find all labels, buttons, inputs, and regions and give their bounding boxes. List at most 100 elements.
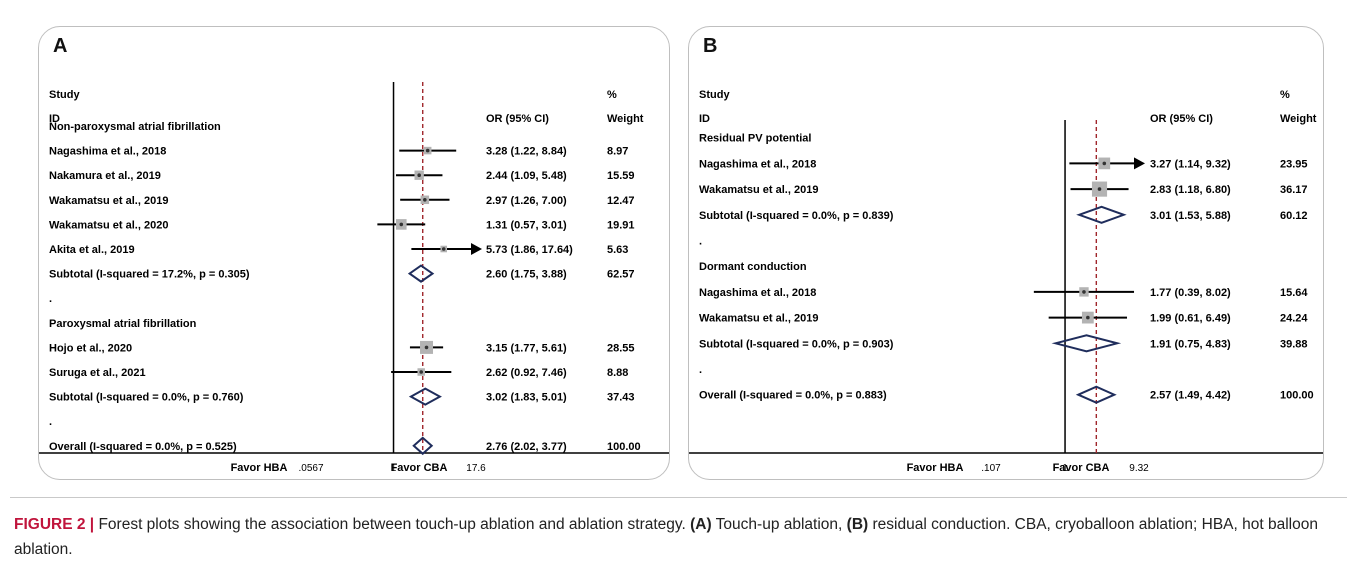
weight-value: 12.47 bbox=[607, 195, 635, 207]
caption-divider bbox=[10, 497, 1347, 498]
dot-label: . bbox=[49, 293, 52, 305]
favor-left-label: Favor HBA bbox=[231, 462, 288, 474]
point-estimate bbox=[424, 345, 429, 350]
or-ci-value: 2.57 (1.49, 4.42) bbox=[1150, 390, 1231, 402]
study-label: Nagashima et al., 2018 bbox=[699, 158, 816, 170]
figure-caption: FIGURE 2 | Forest plots showing the asso… bbox=[14, 512, 1334, 562]
forest-plot-panel-a: A Study% ID OR (95% CI) Weight Non-paroxysma… bbox=[38, 26, 670, 480]
subtotal-label: Subtotal (I-squared = 17.2%, p = 0.305) bbox=[49, 269, 250, 281]
weight-value: 36.17 bbox=[1280, 184, 1308, 196]
header-or-ci: OR (95% CI) bbox=[486, 113, 549, 125]
study-label: Wakamatsu et al., 2020 bbox=[49, 219, 168, 231]
study-label: Hojo et al., 2020 bbox=[49, 342, 132, 354]
header-weight: Weight bbox=[607, 113, 644, 125]
panel-label-a: A bbox=[53, 35, 68, 57]
study-label: Nakamura et al., 2019 bbox=[49, 170, 161, 182]
subtotal-label: Overall (I-squared = 0.0%, p = 0.525) bbox=[49, 441, 237, 453]
favor-left-label: Favor HBA bbox=[907, 462, 964, 474]
weight-value: 8.88 bbox=[607, 367, 628, 379]
summary-diamond bbox=[407, 264, 435, 283]
study-label: Wakamatsu et al., 2019 bbox=[699, 184, 818, 196]
point-estimate bbox=[441, 247, 446, 251]
weight-value: 19.91 bbox=[607, 219, 635, 231]
point-estimate bbox=[423, 198, 427, 202]
subtotal-label: Subtotal (I-squared = 0.0%, p = 0.760) bbox=[49, 392, 244, 404]
study-label: Nagashima et al., 2018 bbox=[699, 287, 816, 299]
or-ci-value: 1.99 (0.61, 6.49) bbox=[1150, 313, 1231, 325]
or-ci-value: 1.31 (0.57, 3.01) bbox=[486, 219, 567, 231]
forest-plot-b-svg: Study % ID OR (95% CI) Weight Residual PV pot… bbox=[689, 89, 1323, 474]
dot-label: . bbox=[699, 364, 702, 376]
group-label: Non-paroxysmal atrial fibrillation bbox=[49, 121, 221, 133]
weight-value: 15.64 bbox=[1280, 287, 1308, 299]
caption-text-1: Forest plots showing the association bet… bbox=[94, 516, 691, 533]
header-or-ci: OR (95% CI) bbox=[1150, 113, 1213, 125]
or-ci-value: 2.83 (1.18, 6.80) bbox=[1150, 184, 1231, 196]
weight-value: 60.12 bbox=[1280, 210, 1308, 222]
point-estimate bbox=[1097, 187, 1102, 191]
figure-label: FIGURE 2 | bbox=[14, 516, 95, 533]
forest-plot-panel-b: B Study% ID OR (95% CI) Weight Residual PV p… bbox=[688, 26, 1324, 480]
header-id: ID bbox=[699, 113, 710, 125]
weight-value: 23.95 bbox=[1280, 158, 1308, 170]
header-study: Study bbox=[49, 89, 80, 101]
caption-text-3: residual conduction. CBA, cryoballoon ab… bbox=[14, 516, 1318, 558]
axis-tick-label: 1 bbox=[391, 463, 397, 474]
or-ci-value: 3.27 (1.14, 9.32) bbox=[1150, 158, 1231, 170]
weight-value: 24.24 bbox=[1280, 313, 1308, 325]
point-estimate bbox=[425, 148, 430, 153]
header-percent: % bbox=[1280, 89, 1290, 101]
study-label: Wakamatsu et al., 2019 bbox=[49, 195, 168, 207]
summary-diamond bbox=[1075, 385, 1117, 404]
weight-value: 100.00 bbox=[607, 441, 641, 453]
axis-tick-label: 9.32 bbox=[1129, 463, 1149, 474]
axis-tick-label: 1 bbox=[1062, 463, 1068, 474]
caption-panel-a-ref: (A) bbox=[690, 516, 712, 533]
or-ci-value: 2.62 (0.92, 7.46) bbox=[486, 367, 567, 379]
summary-diamond bbox=[1076, 205, 1127, 224]
weight-value: 62.57 bbox=[607, 269, 635, 281]
point-estimate bbox=[399, 222, 404, 227]
or-ci-value: 1.77 (0.39, 8.02) bbox=[1150, 287, 1231, 299]
header-study: Study bbox=[699, 89, 730, 101]
study-label: Suruga et al., 2021 bbox=[49, 367, 146, 379]
point-estimate bbox=[417, 173, 421, 177]
or-ci-value: 3.01 (1.53, 5.88) bbox=[1150, 210, 1231, 222]
or-ci-value: 2.44 (1.09, 5.48) bbox=[486, 170, 567, 182]
point-estimate bbox=[1082, 290, 1086, 294]
or-ci-value: 3.15 (1.77, 5.61) bbox=[486, 342, 567, 354]
or-ci-value: 2.76 (2.02, 3.77) bbox=[486, 441, 567, 453]
subtotal-label: Overall (I-squared = 0.0%, p = 0.883) bbox=[699, 390, 887, 402]
or-ci-value: 5.73 (1.86, 17.64) bbox=[486, 244, 573, 256]
point-estimate bbox=[1102, 161, 1107, 166]
weight-value: 15.59 bbox=[607, 170, 635, 182]
favor-right-label: Favor CBA bbox=[1053, 462, 1110, 474]
group-label: Paroxysmal atrial fibrillation bbox=[49, 318, 197, 330]
or-ci-value: 2.97 (1.26, 7.00) bbox=[486, 195, 567, 207]
header-percent: % bbox=[607, 89, 617, 101]
header-id: ID bbox=[49, 113, 60, 125]
study-label: Nagashima et al., 2018 bbox=[49, 146, 166, 158]
weight-value: 39.88 bbox=[1280, 338, 1308, 350]
dot-label: . bbox=[49, 416, 52, 428]
weight-value: 28.55 bbox=[607, 342, 635, 354]
weight-value: 8.97 bbox=[607, 146, 628, 158]
dot-label: . bbox=[699, 236, 702, 248]
caption-panel-b-ref: (B) bbox=[846, 516, 869, 533]
weight-value: 37.43 bbox=[607, 392, 635, 404]
summary-diamond bbox=[408, 387, 442, 406]
group-label: Residual PV potential bbox=[699, 133, 811, 145]
caption-text-2: Touch-up ablation, bbox=[711, 516, 847, 533]
header-weight: Weight bbox=[1280, 113, 1317, 125]
point-estimate bbox=[1086, 315, 1090, 320]
panel-label-b: B bbox=[703, 35, 718, 57]
forest-plot-a-svg: Study % ID OR (95% CI) Weight Non-paroxysmal … bbox=[39, 82, 669, 474]
subtotal-label: Subtotal (I-squared = 0.0%, p = 0.839) bbox=[699, 210, 894, 222]
summary-diamond bbox=[1051, 334, 1122, 353]
or-ci-value: 3.28 (1.22, 8.84) bbox=[486, 146, 567, 158]
subtotal-label: Subtotal (I-squared = 0.0%, p = 0.903) bbox=[699, 338, 894, 350]
or-ci-value: 3.02 (1.83, 5.01) bbox=[486, 392, 567, 404]
weight-value: 5.63 bbox=[607, 244, 628, 256]
or-ci-value: 2.60 (1.75, 3.88) bbox=[486, 269, 567, 281]
or-ci-value: 1.91 (0.75, 4.83) bbox=[1150, 338, 1231, 350]
